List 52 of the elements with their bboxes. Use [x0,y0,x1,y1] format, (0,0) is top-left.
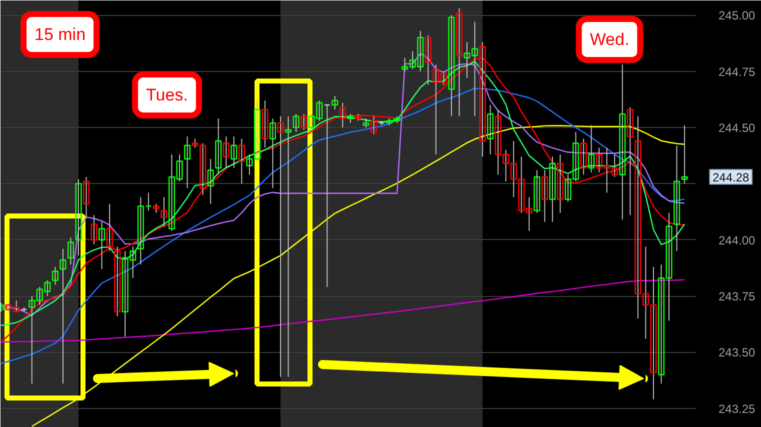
candlestick [98,221,106,270]
y-tick-label: 244.75 [718,64,756,79]
candlestick [184,136,191,189]
candlestick [75,178,82,256]
y-tick-label: 245.00 [718,8,756,23]
candlestick [262,100,268,148]
candlestick [448,14,455,117]
candlestick [534,170,540,214]
candlestick [67,237,74,266]
candlestick [238,138,245,184]
text: 15 min [34,25,86,44]
y-tick-label: 243.75 [718,290,756,304]
candlestick [300,113,308,130]
candlestick [588,124,595,173]
candlestick [626,106,634,216]
candlestick [681,124,688,184]
candlestick [90,214,98,245]
annotation: Tues. [146,86,188,104]
y-tick-label: 244.50 [718,120,756,135]
text: 244.28 [712,170,750,184]
candlestick [222,136,230,168]
candlestick [541,170,548,222]
y-tick-label: 243.25 [718,402,756,416]
candlestick [114,246,121,317]
candlestick [673,144,680,252]
candlestick [556,154,564,214]
candlestick [549,156,556,222]
y-tick-label: 244.00 [718,233,756,248]
candlestick [106,203,113,252]
candlestick [137,196,144,266]
candlestick [215,118,222,176]
candlestick [145,192,152,212]
candlestick [230,136,238,168]
candlestick [285,116,292,378]
candlestick [52,266,58,286]
candlestick [424,34,432,86]
candlestick [207,158,214,204]
candlestick [324,104,330,288]
candlestick [619,64,626,220]
candlestick [339,102,346,128]
line-series [0,279,686,343]
annotation: Wed. [590,30,630,49]
candlestick [160,196,168,227]
candlestick [82,176,90,218]
candlestick [580,138,587,176]
candlestick [487,104,494,155]
candlestick [269,118,276,189]
candlestick [60,248,66,384]
line-series [0,88,686,364]
candlestick [292,113,300,132]
candlestick [370,116,378,135]
y-tick-label: 243.50 [718,346,756,360]
